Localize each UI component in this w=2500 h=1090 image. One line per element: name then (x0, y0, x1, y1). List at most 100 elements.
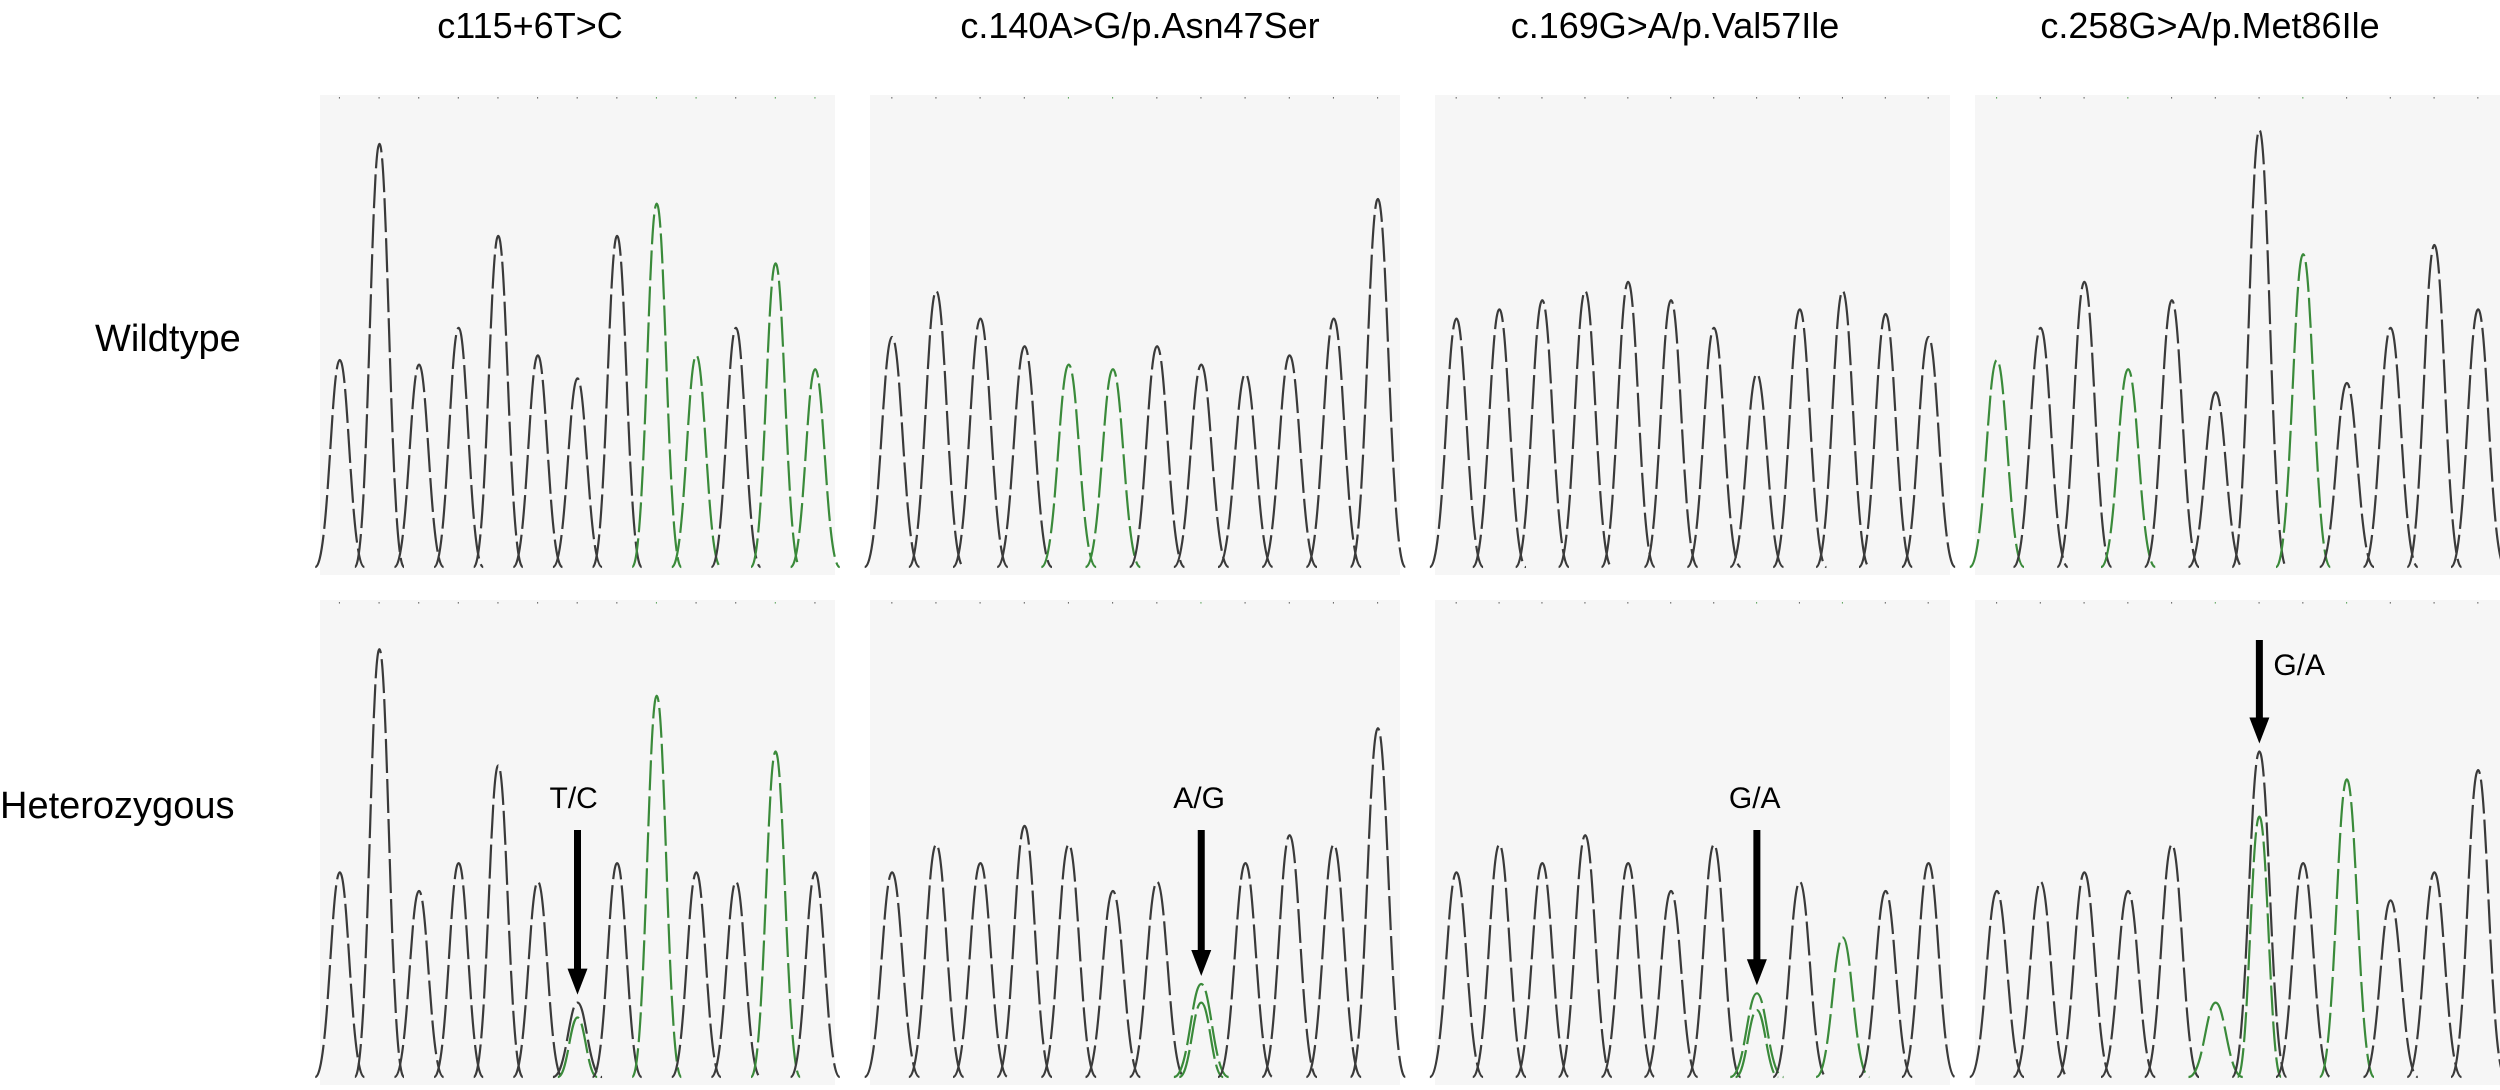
arrow-head (2249, 717, 2270, 744)
trace-peak (1084, 889, 1142, 1079)
base-call-tick: · (2431, 599, 2436, 609)
trace-peak (863, 871, 921, 1079)
arrow-head (1191, 950, 1212, 976)
base-call-tick: · (1754, 599, 1759, 609)
trace-peak (1729, 372, 1785, 569)
trace-peak (472, 764, 524, 1079)
base-call-tick: · (1022, 94, 1027, 104)
base-call-tick: · (1375, 599, 1380, 609)
trace-peak (749, 262, 802, 569)
base-call-tick: · (733, 599, 738, 609)
base-call-tick: · (2125, 599, 2130, 609)
base-call-tick: · (535, 94, 540, 104)
trace-peak (1815, 289, 1871, 569)
trace-peak (749, 750, 802, 1079)
trace-peak (789, 368, 841, 569)
base-call-tick: · (456, 599, 461, 609)
trace-peak (1428, 317, 1485, 569)
trace-peak (863, 335, 921, 569)
trace-peak (2362, 326, 2419, 569)
trace-peak (1216, 861, 1274, 1079)
trace-peak (1557, 834, 1613, 1079)
row-label-wildtype: Wildtype (95, 318, 241, 360)
trace-peak (1128, 880, 1186, 1079)
base-call-tick: · (1066, 94, 1071, 104)
base-call-tick: · (1539, 94, 1544, 104)
base-call-tick: · (2213, 599, 2218, 609)
base-call-tick: · (2300, 599, 2305, 609)
base-call-tick: · (977, 94, 982, 104)
base-call-tick: · (337, 94, 342, 104)
base-call-tick: · (1926, 94, 1931, 104)
trace-peak (1471, 843, 1528, 1079)
trace-peak (2318, 381, 2376, 569)
base-call-tick: · (1582, 599, 1587, 609)
trace-peak (1128, 345, 1186, 569)
column-title-1: c115+6T>C (437, 5, 623, 46)
trace-peak (552, 1001, 603, 1079)
trace-peak (2012, 326, 2069, 569)
variant-label: G/A (1729, 782, 1781, 815)
variant-arrow-3: G/A (1729, 782, 1781, 986)
base-call-tick: · (1668, 94, 1673, 104)
base-call-tick: · (654, 94, 659, 104)
trace-peak (1968, 358, 2026, 569)
base-call-tick: · (575, 599, 580, 609)
trace-peak (710, 880, 762, 1079)
trace-peak (996, 824, 1054, 1079)
base-call-tick: · (614, 599, 619, 609)
base-call-tick: · (2169, 94, 2174, 104)
trace-peak (789, 871, 841, 1079)
variant-label: T/C (550, 782, 598, 815)
trace-peak (1040, 363, 1098, 569)
base-call-tick: · (1582, 94, 1587, 104)
base-call-tick: · (535, 599, 540, 609)
base-call-tick: · (1022, 599, 1027, 609)
trace-peak (512, 354, 564, 569)
trace-peak (433, 861, 485, 1079)
base-call-tick: · (1331, 599, 1336, 609)
trace-peak (2143, 843, 2201, 1079)
trace-peak (2056, 871, 2113, 1079)
panel-background (870, 600, 1400, 1085)
base-call-tick: · (1331, 94, 1336, 104)
trace-peak (551, 377, 604, 569)
variant-arrow-4: G/A (2249, 640, 2325, 744)
base-call-tick: · (2038, 94, 2043, 104)
trace-peak (512, 880, 564, 1079)
trace-peak (2406, 871, 2463, 1079)
trace-peak (2012, 880, 2069, 1079)
base-call-tick: · (1926, 599, 1931, 609)
trace-peak (1216, 372, 1274, 569)
base-call-tick: · (1883, 94, 1888, 104)
base-call-tick: · (933, 599, 938, 609)
base-call-tick: · (456, 94, 461, 104)
base-call-tick: · (1994, 599, 1999, 609)
trace-peak (2231, 750, 2288, 1079)
base-call-tick: · (889, 599, 894, 609)
trace-peak (1772, 308, 1828, 569)
base-call-tick: · (2125, 94, 2130, 104)
trace-peak (314, 358, 366, 569)
base-call-tick: · (1198, 599, 1203, 609)
trace-peak (2449, 768, 2500, 1079)
panel-background (870, 95, 1400, 575)
base-call-tick: · (2213, 94, 2218, 104)
base-call-tick: · (1797, 94, 1802, 104)
base-call-tick: · (1496, 599, 1501, 609)
trace-peak (1084, 368, 1142, 569)
trace-peak (2143, 299, 2201, 569)
base-call-tick: · (1711, 94, 1716, 104)
arrow-head (1746, 959, 1767, 986)
variant-arrow-2: A/G (1173, 782, 1225, 976)
base-call-tick: · (2081, 599, 2086, 609)
base-call-tick: · (733, 94, 738, 104)
trace-peak (1900, 861, 1957, 1079)
trace-peak (1349, 727, 1407, 1079)
trace-peak (393, 363, 445, 569)
base-call-tick: · (1066, 599, 1071, 609)
base-call-tick: · (1287, 94, 1292, 104)
base-call-tick: · (337, 599, 342, 609)
trace-peak (393, 889, 445, 1079)
